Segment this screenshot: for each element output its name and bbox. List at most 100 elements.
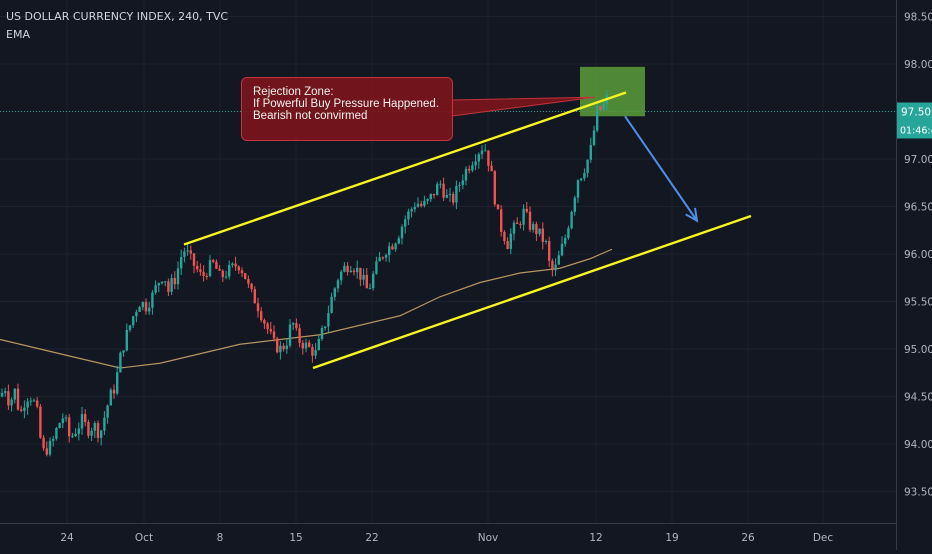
candle-body	[349, 270, 352, 273]
candle-body	[45, 448, 48, 455]
candle-body	[87, 422, 90, 436]
candle-body	[397, 238, 400, 244]
indicator-label[interactable]: EMA	[6, 28, 30, 41]
candle-body	[154, 285, 157, 293]
candle-body	[279, 345, 282, 353]
countdown-badge	[897, 120, 932, 139]
candle-body	[298, 328, 301, 343]
time-tick-label: Nov	[478, 532, 499, 544]
forecast-arrow-head	[685, 207, 699, 223]
candle-body	[304, 342, 308, 349]
candle-body	[519, 223, 522, 225]
candle-body	[228, 265, 231, 277]
candle-body	[192, 253, 196, 266]
candle-body	[586, 159, 589, 173]
candle-body	[29, 400, 32, 402]
candle-body	[464, 168, 468, 181]
candle-body	[244, 273, 247, 280]
channel-lower-line	[312, 214, 752, 370]
chart-title: US DOLLAR CURRENCY INDEX, 240, TVC	[6, 10, 229, 23]
candle-body	[218, 268, 221, 271]
callout-line-3: Bearish not convirmed	[253, 110, 368, 122]
candle-body	[458, 184, 461, 186]
candle-body	[148, 307, 151, 312]
candle-body	[205, 275, 208, 277]
candle-body	[164, 281, 167, 283]
candle-body	[301, 342, 304, 349]
candle-body	[544, 241, 548, 243]
candle-body	[535, 224, 538, 235]
price-label-group: 97.50 01:46:4	[897, 102, 932, 139]
candle-body	[170, 278, 173, 292]
candle-body	[362, 274, 365, 280]
candle-body	[426, 199, 429, 201]
grid	[0, 0, 896, 523]
candle-body	[516, 222, 519, 224]
candle-body	[589, 144, 592, 160]
ema-line-group	[0, 248, 613, 369]
candle-body	[77, 428, 80, 434]
candle-body	[285, 345, 288, 350]
candle-body	[388, 246, 391, 256]
candle-body	[250, 283, 253, 290]
candle-body	[48, 440, 52, 455]
candle-body	[509, 233, 512, 249]
candle-body	[144, 302, 148, 312]
candle-body	[557, 255, 560, 265]
candle-body	[570, 211, 573, 229]
candle-body	[237, 266, 240, 271]
ema-line	[0, 248, 613, 369]
candle-body	[551, 260, 554, 271]
time-tick-label: 15	[289, 532, 302, 544]
candle-body	[368, 288, 372, 290]
candle-body	[407, 211, 410, 220]
candle-body	[541, 228, 544, 242]
callout-line-2: If Powerful Buy Pressure Happened.	[253, 98, 440, 110]
candle-body	[522, 208, 525, 225]
candle-body	[272, 331, 276, 339]
candle-body	[26, 401, 29, 408]
candle-body	[116, 372, 119, 394]
candle-body	[317, 338, 320, 351]
candle-body	[4, 391, 7, 393]
candle-body	[500, 209, 503, 232]
candle-body	[295, 323, 298, 329]
candle-body	[167, 281, 170, 292]
candle-body	[378, 257, 381, 262]
candle-body	[477, 154, 480, 162]
candle-body	[157, 283, 160, 286]
candle-body	[484, 150, 487, 152]
candle-body	[461, 180, 464, 185]
candle-body	[452, 193, 455, 203]
time-tick-label: 8	[217, 532, 224, 544]
candle-body	[240, 270, 244, 274]
candle-body	[381, 257, 384, 259]
candle-body	[202, 271, 205, 276]
rejection-callout[interactable]: Rejection Zone: If Powerful Buy Pressure…	[241, 77, 453, 141]
candle-body	[106, 405, 109, 418]
forecast-arrow-line	[624, 115, 698, 222]
candle-body	[32, 400, 36, 402]
candle-body	[288, 324, 292, 346]
price-tick-label: 93.50	[904, 487, 932, 499]
candle-body	[80, 414, 84, 429]
candle-body	[100, 430, 103, 438]
candle-body	[487, 150, 490, 166]
candle-body	[580, 178, 583, 181]
candle-body	[61, 418, 64, 424]
time-tick-label: 12	[589, 532, 602, 544]
candle-body	[496, 204, 500, 210]
candle-body	[455, 185, 458, 203]
candle-body	[365, 274, 368, 289]
candle-body	[320, 328, 324, 339]
candle-body	[359, 267, 362, 280]
candle-body	[512, 222, 516, 234]
callout-line-1: Rejection Zone:	[253, 86, 334, 98]
candle-body	[506, 241, 509, 249]
candle-body	[266, 323, 269, 330]
price-tick-label: 96.00	[904, 249, 932, 261]
candle-body	[183, 251, 186, 258]
candle-body	[292, 323, 295, 325]
price-axis: 93.50 94.00 94.50 95.00 95.50 96.00 96.50 97.00…	[904, 12, 932, 499]
